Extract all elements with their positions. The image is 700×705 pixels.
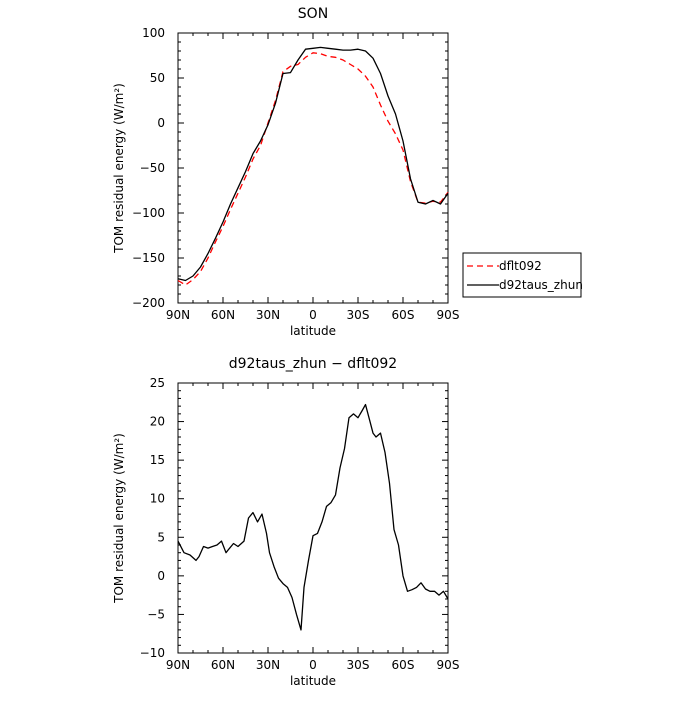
y-tick-label: 10: [150, 492, 165, 506]
x-tick-label: 30N: [256, 308, 280, 322]
chart-title: d92taus_zhun − dflt092: [229, 356, 397, 372]
y-tick-label: 100: [142, 26, 165, 40]
x-tick-label: 0: [309, 658, 317, 672]
series-line-dflt092: [177, 52, 449, 286]
chart-title: SON: [298, 6, 328, 22]
y-tick-label: 5: [157, 530, 165, 544]
legend-box: [462, 252, 582, 298]
y-tick-label: 25: [150, 376, 165, 390]
y-tick-label: −10: [140, 646, 165, 660]
y-tick-label: −5: [147, 607, 165, 621]
y-axis-label: TOM residual energy (W/m²): [112, 433, 126, 604]
y-tick-label: 20: [150, 415, 165, 429]
x-axis-label: latitude: [290, 324, 336, 338]
x-tick-label: 30S: [347, 658, 370, 672]
y-tick-label: −100: [132, 206, 165, 220]
y-tick-label: −200: [132, 296, 165, 310]
y-tick-label: 50: [150, 71, 165, 85]
legend-label-dflt092: dflt092: [499, 259, 542, 273]
legend-label-d92taus_zhun: d92taus_zhun: [499, 278, 583, 292]
y-tick-label: −50: [140, 161, 165, 175]
x-tick-label: 60S: [392, 308, 415, 322]
y-axis-label: TOM residual energy (W/m²): [112, 83, 126, 254]
plot-frame: [177, 382, 449, 654]
x-tick-label: 90N: [166, 658, 190, 672]
x-tick-label: 60N: [211, 658, 235, 672]
series-line-difference: [177, 403, 449, 631]
y-tick-label: −150: [132, 251, 165, 265]
x-tick-label: 30N: [256, 658, 280, 672]
x-tick-label: 60N: [211, 308, 235, 322]
y-tick-label: 0: [157, 569, 165, 583]
x-tick-label: 90N: [166, 308, 190, 322]
series-line-d92taus_zhun: [177, 46, 449, 282]
y-tick-label: 15: [150, 453, 165, 467]
x-tick-label: 0: [309, 308, 317, 322]
x-tick-label: 90S: [437, 658, 460, 672]
x-axis-label: latitude: [290, 674, 336, 688]
x-tick-label: 90S: [437, 308, 460, 322]
x-tick-label: 60S: [392, 658, 415, 672]
y-tick-label: 0: [157, 116, 165, 130]
x-tick-label: 30S: [347, 308, 370, 322]
